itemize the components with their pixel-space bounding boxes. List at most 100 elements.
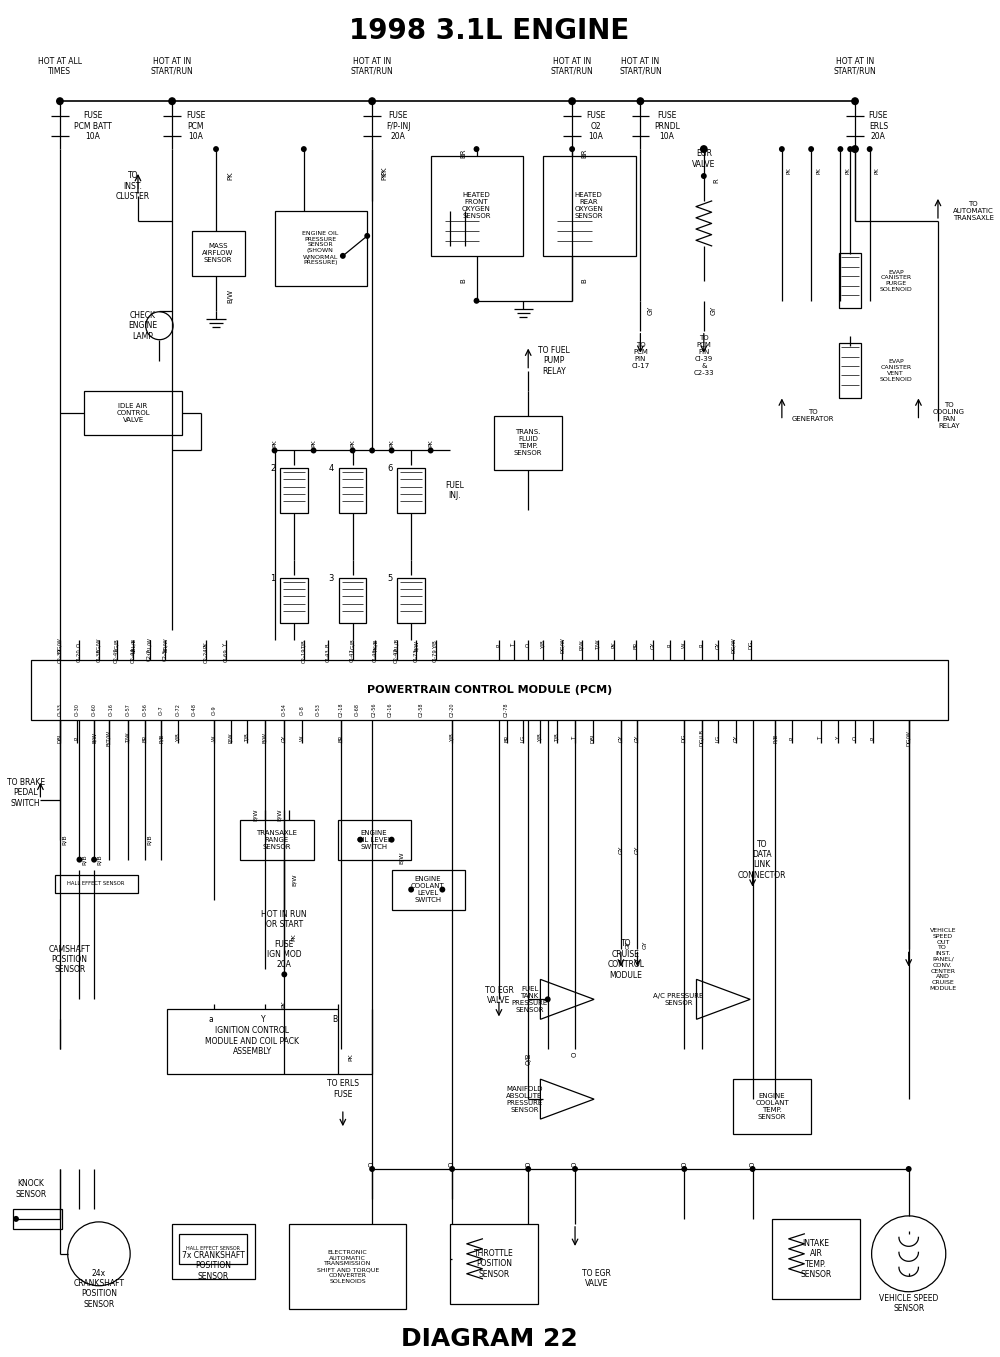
Text: 1: 1 bbox=[270, 574, 275, 582]
Bar bbox=[772, 1219, 860, 1299]
Text: PK: PK bbox=[382, 172, 388, 180]
Text: VEHICLE SPEED
SENSOR: VEHICLE SPEED SENSOR bbox=[879, 1295, 938, 1314]
Text: O: O bbox=[853, 735, 858, 740]
Text: GY: GY bbox=[618, 734, 623, 741]
Text: A/C PRESSURE
SENSOR: A/C PRESSURE SENSOR bbox=[653, 993, 704, 1006]
Text: PK: PK bbox=[311, 440, 316, 448]
Text: IDLE AIR
CONTROL
VALVE: IDLE AIR CONTROL VALVE bbox=[116, 403, 150, 422]
Polygon shape bbox=[540, 980, 594, 1019]
Text: T: T bbox=[573, 737, 578, 740]
Text: Y/B: Y/B bbox=[450, 734, 455, 742]
Text: C2-44: C2-44 bbox=[131, 647, 136, 662]
Text: FUSE
PRNDL
10A: FUSE PRNDL 10A bbox=[654, 111, 680, 141]
Text: 4: 4 bbox=[329, 464, 334, 474]
Text: P/W: P/W bbox=[228, 733, 233, 744]
Circle shape bbox=[872, 1216, 946, 1292]
Text: R/B: R/B bbox=[147, 835, 152, 845]
Bar bbox=[55, 875, 138, 893]
Bar bbox=[397, 468, 425, 513]
Text: POWERTRAIN CONTROL MODULE (PCM): POWERTRAIN CONTROL MODULE (PCM) bbox=[367, 685, 612, 695]
Text: HOT IN RUN
OR START: HOT IN RUN OR START bbox=[261, 909, 307, 930]
Text: BR/W: BR/W bbox=[163, 638, 168, 653]
Text: CI-54: CI-54 bbox=[282, 703, 287, 716]
Text: LBL/W: LBL/W bbox=[147, 636, 152, 654]
Circle shape bbox=[474, 297, 479, 304]
Text: CI-57: CI-57 bbox=[126, 703, 131, 716]
Bar bbox=[280, 468, 308, 513]
Bar bbox=[431, 156, 523, 256]
Text: B/W: B/W bbox=[414, 639, 419, 650]
Text: FUSE
F/P-INJ
20A: FUSE F/P-INJ 20A bbox=[386, 111, 410, 141]
Circle shape bbox=[851, 98, 859, 106]
Text: O: O bbox=[572, 1162, 578, 1167]
Text: T/B: T/B bbox=[245, 734, 250, 742]
Bar bbox=[289, 1224, 406, 1308]
Text: FUSE
IGN MOD
20A: FUSE IGN MOD 20A bbox=[267, 939, 302, 969]
Circle shape bbox=[637, 98, 643, 104]
Text: PK: PK bbox=[228, 172, 234, 180]
Text: Y/B: Y/B bbox=[433, 641, 438, 650]
Circle shape bbox=[311, 448, 317, 453]
Text: LBL/B: LBL/B bbox=[131, 638, 136, 653]
Bar bbox=[31, 660, 948, 721]
Text: 5: 5 bbox=[387, 574, 392, 582]
Text: HOT AT ALL
TIMES: HOT AT ALL TIMES bbox=[38, 57, 82, 76]
Text: LG: LG bbox=[521, 734, 526, 741]
Text: C2-58: C2-58 bbox=[418, 703, 423, 718]
Circle shape bbox=[572, 1166, 578, 1172]
Text: O: O bbox=[572, 1052, 578, 1057]
Circle shape bbox=[213, 147, 219, 152]
Text: B/W: B/W bbox=[292, 874, 297, 886]
Circle shape bbox=[368, 98, 376, 106]
Circle shape bbox=[56, 98, 64, 106]
Circle shape bbox=[545, 996, 551, 1003]
Text: DBL: DBL bbox=[57, 733, 62, 744]
Text: CI-46: CI-46 bbox=[373, 649, 378, 662]
Text: CI-60: CI-60 bbox=[92, 703, 97, 716]
Circle shape bbox=[364, 233, 370, 239]
Text: TRANS.
FLUID
TEMP.
SENSOR: TRANS. FLUID TEMP. SENSOR bbox=[514, 429, 542, 456]
Text: C2-49: C2-49 bbox=[114, 647, 119, 662]
Text: P: P bbox=[870, 737, 875, 740]
Text: EVAP
CANISTER
VENT
SOLENOID: EVAP CANISTER VENT SOLENOID bbox=[879, 360, 912, 381]
Text: GY: GY bbox=[618, 845, 623, 854]
Text: 7x CRANKSHAFT
POSITION
SENSOR: 7x CRANKSHAFT POSITION SENSOR bbox=[182, 1251, 244, 1281]
Text: TO
PCM
PIN
CI-39
&
C2-33: TO PCM PIN CI-39 & C2-33 bbox=[694, 335, 714, 376]
Polygon shape bbox=[697, 980, 750, 1019]
Text: B/W: B/W bbox=[92, 733, 97, 744]
Text: CI-8: CI-8 bbox=[299, 706, 304, 715]
Bar bbox=[179, 1234, 247, 1263]
Polygon shape bbox=[540, 1079, 594, 1120]
Text: P: P bbox=[496, 643, 501, 647]
Text: B/W: B/W bbox=[253, 809, 258, 821]
Text: CI-53: CI-53 bbox=[316, 703, 321, 716]
Circle shape bbox=[428, 448, 434, 453]
Text: W: W bbox=[299, 735, 304, 741]
Circle shape bbox=[852, 98, 858, 104]
Circle shape bbox=[68, 1221, 130, 1285]
Text: 24x
CRANKSHAFT
POSITION
SENSOR: 24x CRANKSHAFT POSITION SENSOR bbox=[73, 1269, 124, 1310]
Text: INTAKE
AIR
TEMP.
SENSOR: INTAKE AIR TEMP. SENSOR bbox=[800, 1239, 832, 1278]
Text: CI-73: CI-73 bbox=[414, 649, 419, 662]
Text: a: a bbox=[209, 1015, 214, 1023]
Text: TO
CRUISE
CONTROL
MODULE: TO CRUISE CONTROL MODULE bbox=[607, 939, 644, 980]
Circle shape bbox=[57, 98, 63, 104]
Bar bbox=[280, 578, 308, 623]
Text: PK: PK bbox=[348, 1053, 353, 1061]
Bar bbox=[392, 870, 465, 909]
Text: B/T/W: B/T/W bbox=[106, 730, 111, 746]
Circle shape bbox=[474, 147, 479, 152]
Text: TO EGR
VALVE: TO EGR VALVE bbox=[582, 1269, 611, 1288]
Circle shape bbox=[301, 147, 307, 152]
Text: R/B: R/B bbox=[62, 835, 67, 845]
Text: EGR
VALVE: EGR VALVE bbox=[692, 149, 716, 168]
Circle shape bbox=[91, 856, 97, 863]
Text: GY: GY bbox=[711, 307, 717, 315]
Text: PK: PK bbox=[382, 167, 388, 175]
Bar bbox=[543, 156, 636, 256]
Bar bbox=[839, 343, 861, 398]
Circle shape bbox=[272, 448, 277, 453]
Text: GY: GY bbox=[282, 734, 287, 741]
Text: TO
INST.
CLUSTER: TO INST. CLUSTER bbox=[116, 171, 150, 201]
Text: GY: GY bbox=[635, 734, 640, 741]
